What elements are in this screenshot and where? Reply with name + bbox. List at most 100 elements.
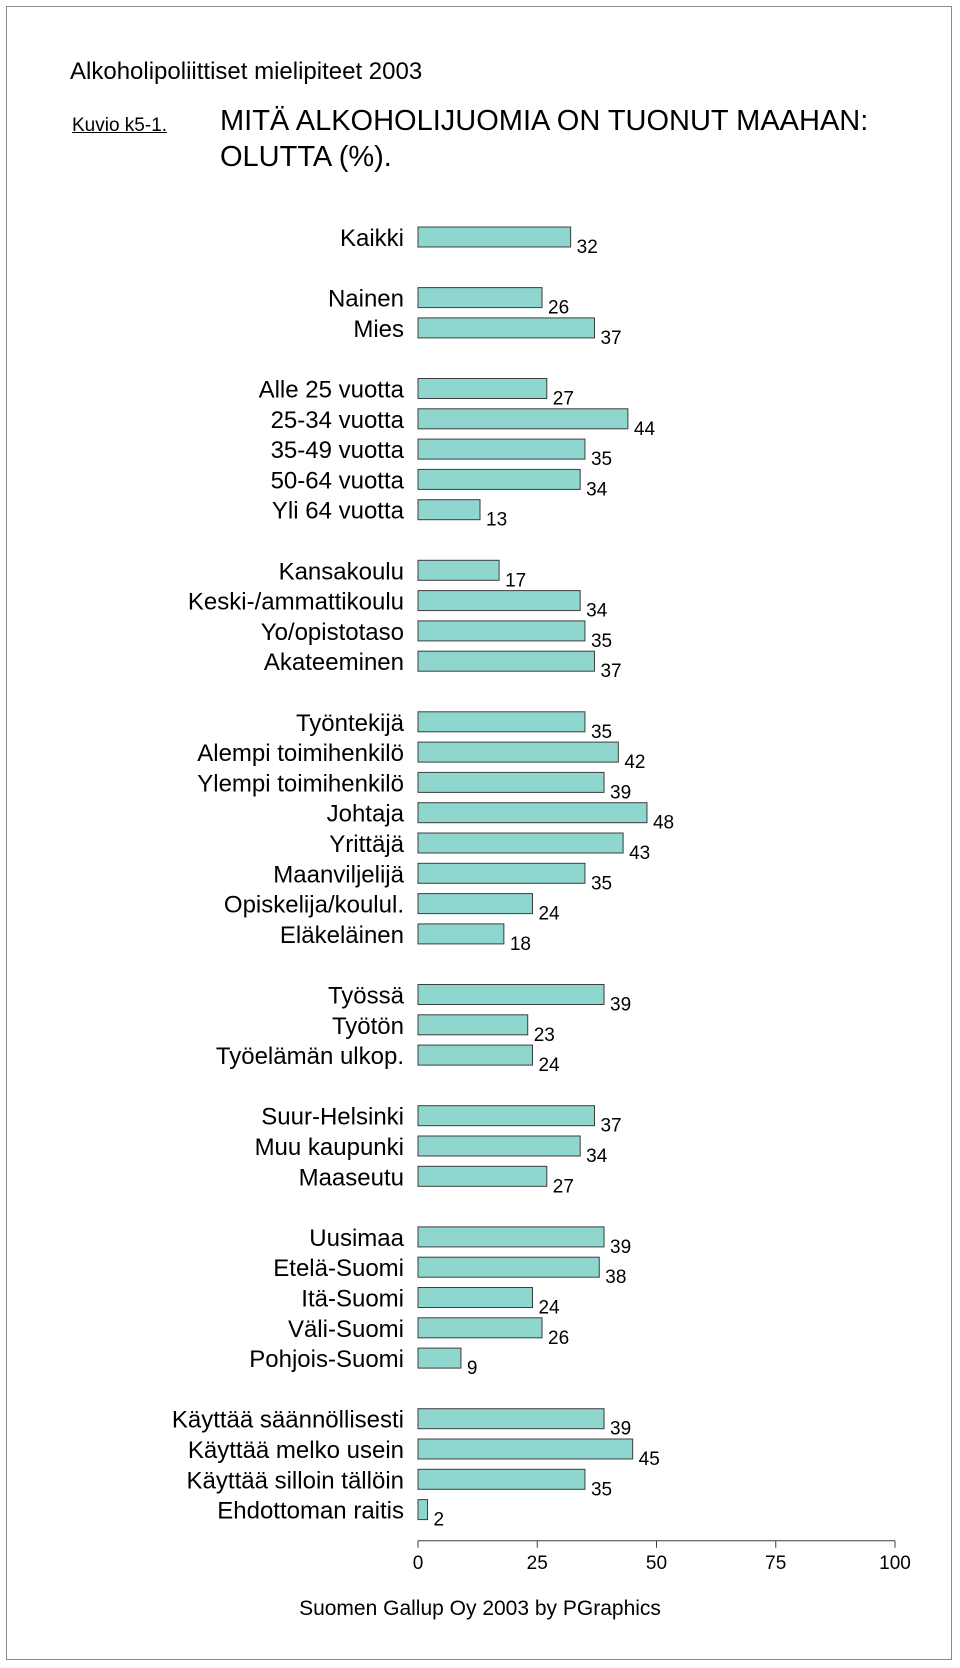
bar	[417, 620, 586, 642]
data-label: 43	[629, 843, 650, 864]
data-label: 44	[634, 419, 656, 440]
data-label: 39	[610, 995, 631, 1016]
data-label: 35	[591, 631, 612, 652]
category-label: 25-34 vuotta	[271, 407, 405, 434]
data-label: 37	[600, 1116, 621, 1137]
data-label: 24	[538, 904, 560, 925]
category-label: Väli-Suomi	[288, 1316, 404, 1343]
category-label: Käyttää silloin tällöin	[187, 1467, 404, 1494]
category-label: Alle 25 vuotta	[259, 377, 405, 404]
bar	[417, 1044, 533, 1066]
data-label: 27	[553, 1176, 574, 1197]
category-label: Maanviljelijä	[273, 861, 404, 888]
bar	[417, 650, 595, 672]
data-label: 37	[600, 661, 621, 682]
data-label: 13	[486, 510, 507, 531]
data-label: 17	[505, 570, 526, 591]
data-label: 2	[434, 1510, 445, 1531]
category-label: Yli 64 vuotta	[272, 498, 405, 525]
data-label: 39	[610, 1237, 631, 1258]
bar	[417, 1014, 529, 1036]
data-label: 34	[586, 479, 608, 500]
bar	[417, 711, 586, 733]
bar	[417, 984, 605, 1005]
bar	[417, 741, 619, 763]
bar	[417, 317, 595, 339]
data-label: 27	[553, 389, 574, 410]
data-label: 32	[577, 237, 598, 258]
data-label: 24	[538, 1055, 560, 1076]
data-label: 35	[591, 722, 612, 743]
category-label: Käyttää melko usein	[188, 1437, 404, 1464]
bar	[417, 590, 581, 612]
bar	[417, 1135, 581, 1157]
category-label: Keski-/ammattikoulu	[188, 589, 404, 616]
data-label: 18	[510, 934, 531, 955]
category-label: Kaikki	[340, 225, 404, 252]
bar	[417, 832, 624, 854]
data-label: 26	[548, 298, 569, 319]
footer-credit: Suomen Gallup Oy 2003 by PGraphics	[299, 1597, 661, 1620]
bar	[417, 287, 543, 309]
data-label: 48	[653, 813, 674, 834]
data-label: 24	[538, 1298, 560, 1319]
data-label: 35	[591, 1479, 612, 1500]
bar	[417, 1165, 548, 1187]
bar	[417, 1468, 586, 1490]
bar	[417, 802, 648, 824]
bar	[417, 438, 586, 460]
x-tick-label: 50	[646, 1553, 667, 1574]
data-label: 23	[534, 1025, 555, 1046]
x-tick-label: 75	[765, 1553, 786, 1574]
data-label: 35	[591, 449, 612, 470]
x-tick-label: 25	[527, 1553, 548, 1574]
bar	[417, 226, 572, 248]
data-label: 34	[586, 1146, 608, 1167]
category-label: Työtön	[332, 1013, 404, 1040]
category-label: Työntekijä	[296, 710, 405, 737]
data-label: 34	[586, 601, 608, 622]
category-label: Maaseutu	[299, 1164, 404, 1191]
category-label: Muu kaupunki	[255, 1134, 404, 1161]
category-label: Käyttää säännöllisesti	[172, 1407, 404, 1434]
category-label: Suur-Helsinki	[261, 1104, 404, 1131]
category-label: Yo/opistotaso	[261, 619, 404, 646]
bar	[417, 1499, 429, 1521]
bar	[417, 1438, 634, 1460]
data-label: 37	[600, 328, 621, 349]
bar	[417, 1226, 605, 1248]
data-label: 9	[467, 1358, 478, 1379]
chart-title: MITÄ ALKOHOLIJUOMIA ON TUONUT MAAHAN: OL…	[220, 105, 869, 173]
bar	[417, 1287, 533, 1308]
bar	[417, 1105, 595, 1127]
category-label: Opiskelija/koulul.	[224, 892, 404, 919]
x-tick-label: 100	[879, 1553, 911, 1574]
category-label: Työssä	[328, 983, 405, 1010]
category-label: Johtaja	[327, 801, 405, 828]
category-label: Kansakoulu	[279, 558, 404, 585]
bar	[417, 893, 533, 915]
category-label: Alempi toimihenkilö	[197, 740, 404, 767]
report-header: Alkoholipoliittiset mielipiteet 2003	[70, 58, 423, 85]
data-label: 42	[624, 752, 645, 773]
category-label: Yrittäjä	[329, 831, 404, 858]
data-label: 45	[639, 1449, 660, 1470]
category-label: Eläkeläinen	[280, 922, 404, 949]
category-label: Pohjois-Suomi	[249, 1346, 404, 1373]
category-label: Ylempi toimihenkilö	[197, 770, 404, 797]
bar	[417, 499, 481, 521]
data-label: 39	[610, 782, 631, 803]
category-label: 35-49 vuotta	[271, 437, 405, 464]
bar	[417, 1408, 605, 1430]
bar	[417, 1347, 462, 1369]
bar	[417, 862, 586, 884]
chart-frame	[6, 6, 952, 1660]
bar	[417, 771, 605, 793]
bar	[417, 1256, 600, 1278]
category-label: Nainen	[328, 286, 404, 313]
data-label: 26	[548, 1328, 569, 1349]
bar	[417, 378, 548, 399]
category-label: Akateeminen	[264, 649, 404, 676]
category-label: Itä-Suomi	[301, 1286, 404, 1313]
